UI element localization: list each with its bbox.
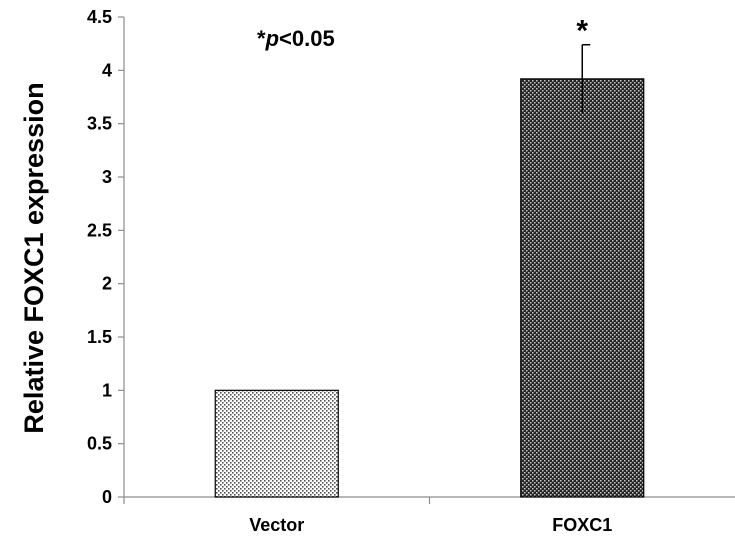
x-tick-label: Vector xyxy=(249,515,304,535)
y-tick-label: 0 xyxy=(102,487,112,507)
bar-vector xyxy=(214,389,339,498)
y-tick-label: 0.5 xyxy=(87,434,112,454)
y-tick-label: 2.5 xyxy=(87,220,112,240)
y-tick-label: 3 xyxy=(102,167,112,187)
significance-star: * xyxy=(576,15,588,48)
y-tick-label: 2 xyxy=(102,274,112,294)
y-tick-label: 1 xyxy=(102,380,112,400)
x-tick-label: FOXC1 xyxy=(552,515,612,535)
y-axis-title: Relative FOXC1 expression xyxy=(19,82,49,433)
bar-foxc1 xyxy=(520,78,645,498)
y-tick-label: 4.5 xyxy=(87,7,112,27)
p-value-annotation: *p<0.05 xyxy=(257,26,335,51)
y-tick-label: 4 xyxy=(102,60,112,80)
y-tick-label: 1.5 xyxy=(87,327,112,347)
tick-labels: 0 0.5 1 1.5 2 2.5 3 3.5 4 4.5 Vector * FOXC1 xyxy=(87,7,612,535)
bars xyxy=(214,78,645,498)
error-bars xyxy=(581,43,591,113)
y-tick-label: 3.5 xyxy=(87,114,112,134)
